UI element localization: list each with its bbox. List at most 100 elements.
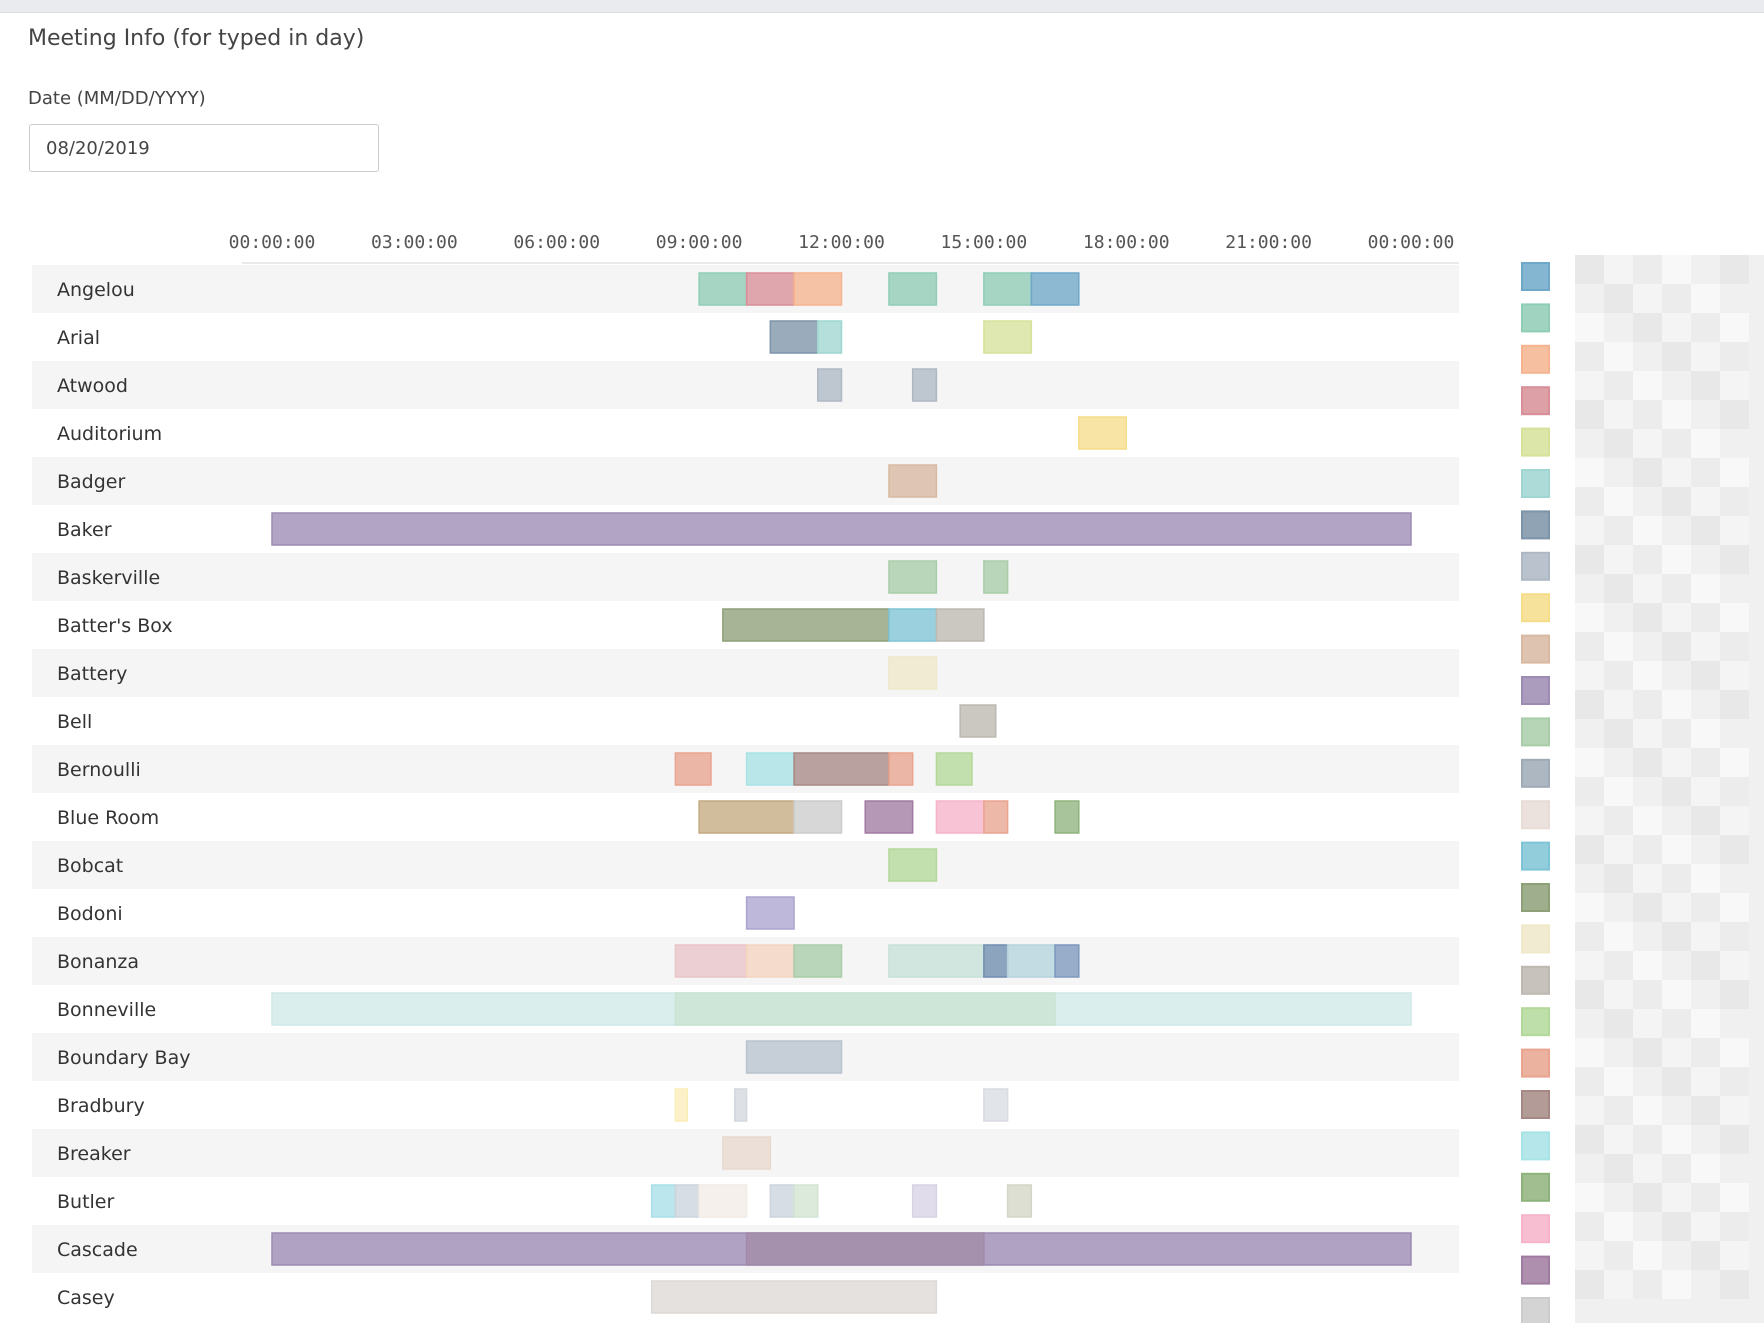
meeting-bar[interactable] (911, 1184, 938, 1218)
meeting-bar[interactable] (888, 560, 938, 594)
redacted-block (1575, 458, 1604, 487)
meeting-bar[interactable] (983, 1088, 1009, 1122)
meeting-bar[interactable] (674, 752, 712, 786)
room-label: Baskerville (57, 567, 160, 589)
redacted-block (1662, 777, 1691, 806)
meeting-bar[interactable] (650, 1280, 938, 1314)
meeting-bar[interactable] (864, 800, 914, 834)
meeting-bar[interactable] (817, 320, 843, 354)
meeting-bar[interactable] (888, 464, 938, 498)
redacted-block (1633, 1038, 1662, 1067)
meeting-bar[interactable] (745, 752, 795, 786)
redacted-block (1575, 893, 1604, 922)
meeting-bar[interactable] (745, 896, 795, 930)
meeting-bar[interactable] (983, 320, 1033, 354)
redacted-block (1662, 835, 1691, 864)
redacted-block (1691, 429, 1720, 458)
redacted-block (1662, 371, 1691, 400)
meeting-bar[interactable] (793, 272, 843, 306)
meeting-bar[interactable] (911, 368, 938, 402)
redacted-block (1720, 632, 1749, 661)
meeting-bar[interactable] (1006, 1184, 1033, 1218)
redacted-block (1633, 1096, 1662, 1125)
redacted-block (1662, 1270, 1691, 1299)
meeting-bar[interactable] (983, 944, 1009, 978)
meeting-bar[interactable] (745, 1040, 843, 1074)
meeting-bar[interactable] (769, 1184, 795, 1218)
meeting-bar[interactable] (722, 1136, 772, 1170)
redacted-block (1604, 632, 1633, 661)
meeting-bar[interactable] (983, 560, 1009, 594)
legend-swatch (1521, 1214, 1550, 1244)
meeting-bar[interactable] (888, 608, 938, 642)
meeting-bar[interactable] (698, 272, 748, 306)
redacted-block (1691, 1038, 1720, 1067)
redacted-block (1691, 516, 1720, 545)
meeting-bar[interactable] (674, 1088, 689, 1122)
redacted-block (1662, 1212, 1691, 1241)
meeting-bar[interactable] (745, 944, 795, 978)
redacted-block (1604, 429, 1633, 458)
redacted-block (1691, 342, 1720, 371)
meeting-bar[interactable] (817, 368, 843, 402)
meeting-bar[interactable] (959, 704, 997, 738)
redacted-block (1575, 1067, 1604, 1096)
meeting-bar[interactable] (745, 272, 795, 306)
meeting-bar[interactable] (888, 848, 938, 882)
meeting-bar[interactable] (888, 752, 914, 786)
meeting-bar[interactable] (793, 800, 843, 834)
meeting-bar[interactable] (733, 1088, 748, 1122)
redacted-block (1720, 1270, 1749, 1299)
meeting-bar[interactable] (674, 944, 748, 978)
meeting-bar[interactable] (769, 320, 819, 354)
redacted-block (1604, 951, 1633, 980)
meeting-bar[interactable] (935, 752, 973, 786)
legend-swatch (1521, 1131, 1550, 1161)
meeting-bar[interactable] (271, 512, 1412, 546)
meeting-bar[interactable] (793, 752, 890, 786)
redacted-block (1691, 1154, 1720, 1183)
meeting-bar[interactable] (650, 1184, 677, 1218)
redacted-block (1691, 574, 1720, 603)
meeting-bar[interactable] (888, 944, 985, 978)
redacted-block (1720, 516, 1749, 545)
meeting-bar[interactable] (793, 944, 843, 978)
meeting-bar[interactable] (888, 656, 938, 690)
row-background (32, 361, 1459, 409)
date-input[interactable] (29, 124, 379, 172)
meeting-bar[interactable] (698, 1184, 748, 1218)
meeting-bar[interactable] (935, 800, 985, 834)
redacted-block (1604, 835, 1633, 864)
meeting-bar[interactable] (1054, 800, 1080, 834)
row-background (32, 409, 1459, 457)
redacted-block (1575, 1212, 1604, 1241)
redacted-block (1662, 690, 1691, 719)
meeting-bar[interactable] (1006, 944, 1056, 978)
redacted-block (1604, 255, 1633, 284)
redacted-block (1575, 545, 1604, 574)
meeting-bar[interactable] (793, 1184, 819, 1218)
redacted-block (1720, 893, 1749, 922)
meeting-bar[interactable] (674, 992, 1056, 1026)
meeting-bar[interactable] (983, 800, 1009, 834)
meeting-bar[interactable] (935, 608, 985, 642)
meeting-bar[interactable] (983, 272, 1033, 306)
redacted-block (1604, 400, 1633, 429)
meeting-bar[interactable] (1030, 272, 1080, 306)
room-label: Cascade (57, 1239, 138, 1261)
redacted-block (1720, 1241, 1749, 1270)
redacted-block (1720, 1067, 1749, 1096)
row-background (32, 889, 1459, 937)
meeting-bar[interactable] (674, 1184, 700, 1218)
meeting-bar[interactable] (722, 608, 890, 642)
redacted-block (1720, 429, 1749, 458)
redacted-block (1633, 603, 1662, 632)
redacted-block (1604, 864, 1633, 893)
meeting-bar[interactable] (888, 272, 938, 306)
meeting-bar[interactable] (698, 800, 795, 834)
meeting-bar[interactable] (745, 1232, 985, 1266)
redacted-block (1575, 371, 1604, 400)
meeting-bar[interactable] (1054, 944, 1080, 978)
redacted-block (1691, 632, 1720, 661)
meeting-bar[interactable] (1078, 416, 1127, 450)
